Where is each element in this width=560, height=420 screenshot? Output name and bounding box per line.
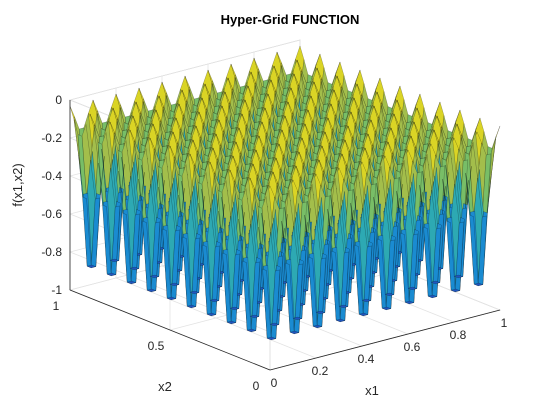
x-tick-label: 0.8 (450, 328, 467, 342)
x-axis-line (269, 309, 501, 371)
surface-face (146, 288, 157, 292)
surface-face (453, 274, 464, 278)
x-tick-label: 0.6 (404, 340, 421, 354)
surface-face (384, 292, 395, 296)
surface-mesh (69, 45, 501, 341)
surface-face (427, 294, 438, 298)
surface-face (169, 282, 180, 286)
y-axis-label: x2 (158, 379, 172, 394)
surface-face (430, 280, 441, 284)
x-tick-label: 1 (501, 316, 508, 330)
y-tick-label: 0.5 (148, 339, 165, 353)
x-tick-label: 0.2 (312, 364, 329, 378)
y-tick-label: 1 (53, 299, 60, 313)
surface-face (229, 306, 240, 310)
surface-face (126, 280, 137, 284)
y-axis-line (69, 289, 271, 371)
x-tick-label: 0 (271, 376, 278, 390)
z-axis-label: f(x1,x2) (10, 163, 25, 206)
surface-face (404, 300, 415, 304)
z-tick-label: -0.2 (41, 131, 62, 145)
surface-face (246, 328, 257, 332)
surface-face (106, 272, 117, 276)
z-tick-label: -0.8 (41, 245, 62, 259)
surface-face (407, 286, 418, 290)
surface-face (338, 304, 349, 308)
surface-face (361, 298, 372, 302)
surface-face (473, 282, 484, 286)
surface-face (269, 322, 280, 326)
surface-face (206, 312, 217, 316)
x-tick-label: 0.4 (358, 352, 375, 366)
surface-face (358, 312, 369, 316)
surface-face (86, 264, 97, 268)
surface-face (129, 266, 140, 270)
surface-face (266, 336, 277, 340)
surface-face (289, 330, 300, 334)
y-tick-label: 0 (253, 379, 260, 393)
surface-face (381, 306, 392, 310)
surface-face (312, 324, 323, 328)
surface-face (149, 274, 160, 278)
surface-face (315, 310, 326, 314)
surface-face (335, 318, 346, 322)
z-tick-label: -0.6 (41, 207, 62, 221)
surface-face (249, 314, 260, 318)
surface-face (189, 290, 200, 294)
surface-face (109, 258, 120, 262)
surface-face (450, 288, 461, 292)
z-tick-label: -0.4 (41, 169, 62, 183)
chart-title: Hyper-Grid FUNCTION (221, 12, 360, 27)
grid-line (69, 39, 301, 101)
surface-face (292, 316, 303, 320)
surface-face (186, 304, 197, 308)
z-tick-label: -1 (51, 283, 62, 297)
x-axis-label: x1 (365, 383, 379, 398)
z-tick-label: 0 (55, 93, 62, 107)
surface-face (226, 320, 237, 324)
axis-ticks: 0 0.2 0.4 0.6 0.8 1 0 0.5 1 -1 -0.8 -0.6 -0.4 -0.2 0 (41, 93, 507, 393)
surface-face (166, 296, 177, 300)
surface-face (209, 298, 220, 302)
